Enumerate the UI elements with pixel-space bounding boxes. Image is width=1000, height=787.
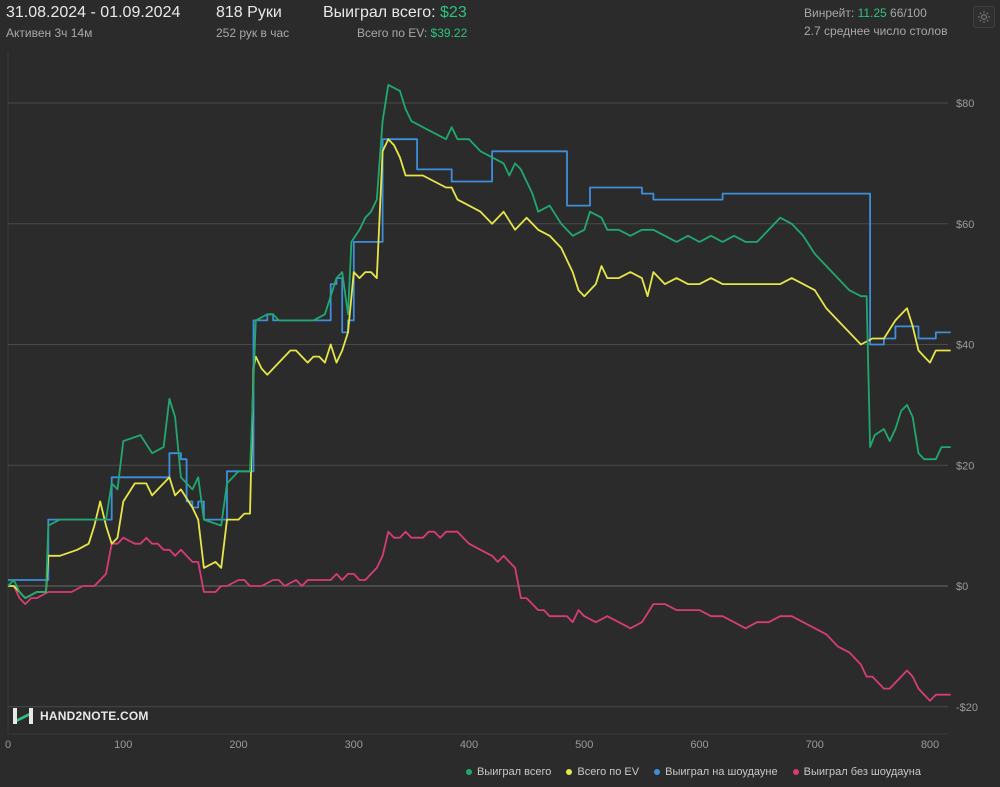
active-time: Активен 3ч 14м	[6, 26, 93, 40]
won-total: Выиграл всего: $23	[323, 4, 467, 22]
legend-dot	[466, 769, 472, 775]
date-range: 31.08.2024 - 01.09.2024	[6, 4, 181, 21]
ev-label: Всего по EV:	[357, 26, 428, 40]
x-tick-label: 400	[460, 739, 478, 751]
y-tick-label: -$20	[956, 702, 978, 714]
legend-item-ev[interactable]: Всего по EV	[566, 766, 639, 778]
x-tick-label: 600	[690, 739, 708, 751]
x-tick-label: 100	[114, 739, 132, 751]
hands-per-hour: 252 рук в час	[216, 26, 290, 40]
x-tick-label: 700	[806, 739, 824, 751]
x-tick-label: 300	[345, 739, 363, 751]
x-tick-label: 0	[5, 739, 11, 751]
hands-count: 818 Руки	[216, 4, 282, 21]
legend-label: Выиграл всего	[477, 766, 552, 778]
x-tick-label: 500	[575, 739, 593, 751]
winrate: Винрейт: 11.25 66/100	[804, 6, 927, 20]
y-tick-label: $40	[956, 340, 974, 352]
series-ev-line	[8, 138, 951, 599]
logo: HAND2NOTE.COM	[12, 707, 149, 725]
legend-label: Выиграл на шоудауне	[665, 766, 778, 778]
won-total-label: Выиграл всего:	[323, 4, 436, 21]
winrate-label: Винрейт:	[804, 6, 855, 20]
stats-header: 31.08.2024 - 01.09.2024 Активен 3ч 14м 8…	[0, 0, 1000, 50]
gear-icon	[978, 11, 990, 23]
y-tick-label: $60	[956, 219, 974, 231]
avg-tables: 2.7 среднее число столов	[804, 24, 948, 38]
won-total-value: $23	[440, 4, 467, 21]
series-non-showdown-line	[8, 530, 951, 702]
ev-total: Всего по EV: $39.22	[357, 26, 467, 40]
legend-item-showdown[interactable]: Выиграл на шоудауне	[654, 766, 778, 778]
y-tick-label: $80	[956, 98, 974, 110]
hand2note-logo-icon	[13, 708, 33, 724]
legend-dot	[792, 769, 799, 775]
winrate-suffix: 66/100	[890, 6, 927, 20]
legend-item-non-showdown[interactable]: Выиграл без шоудауна	[792, 766, 921, 778]
settings-button[interactable]	[973, 6, 995, 28]
profit-graph: $80 $60 $40 $20 $0 -$20 0 100 200 300 400 500 600 700…	[5, 52, 978, 751]
series-showdown-line	[8, 138, 951, 581]
legend-item-won-total[interactable]: Выиграл всего	[466, 766, 551, 778]
y-tick-label: $20	[956, 460, 974, 472]
legend-label: Всего по EV	[577, 766, 640, 778]
x-tick-label: 200	[229, 739, 247, 751]
x-tick-label: 800	[921, 739, 939, 751]
logo-text: HAND2NOTE.COM	[40, 709, 149, 723]
legend-dot	[654, 769, 661, 775]
legend-dot	[566, 769, 573, 775]
winrate-value: 11.25	[857, 6, 887, 20]
ev-value: $39.22	[430, 26, 468, 40]
y-tick-label: $0	[956, 581, 968, 593]
series-won-total-line	[7, 84, 951, 599]
legend-label: Выиграл без шоудауна	[803, 766, 921, 778]
legend: Выиграл всего Всего по EV Выиграл на шоу…	[466, 766, 933, 778]
